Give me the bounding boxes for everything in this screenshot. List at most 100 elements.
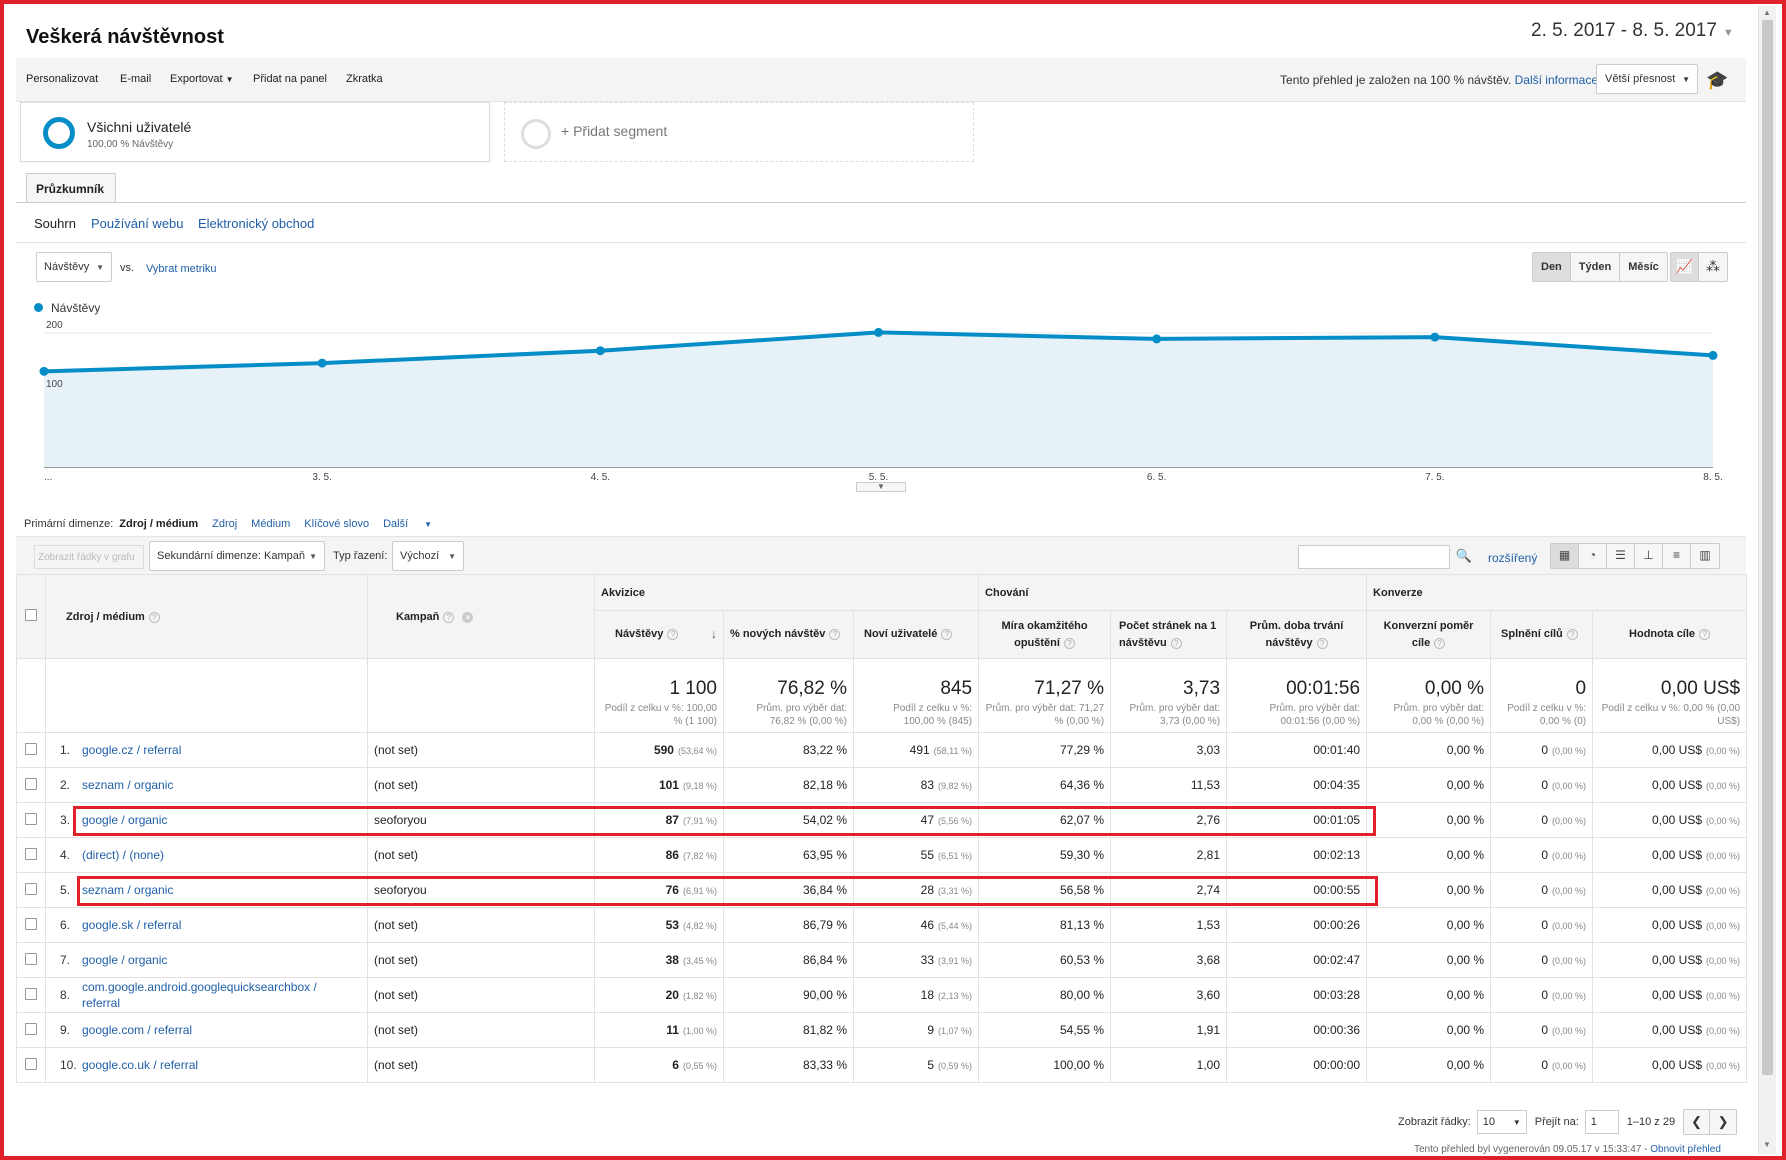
scroll-up-icon[interactable]: ▲ [1763,8,1771,17]
help-icon[interactable]: ? [443,611,455,623]
scrollbar-thumb[interactable] [1762,20,1773,1075]
source-medium-link[interactable]: seznam / organic [82,778,174,793]
data-point[interactable] [874,327,883,337]
segment-all-users[interactable]: Všichni uživatelé 100,00 % Návštěvy [20,102,490,162]
dimension-source-link[interactable]: Zdroj [212,518,238,530]
scroll-down-icon[interactable]: ▼ [1763,1140,1771,1149]
source-medium-link[interactable]: google.co.uk / referral [82,1058,199,1073]
sort-desc-icon[interactable]: ↓ [711,627,717,641]
row-checkbox[interactable] [25,812,37,825]
comparison-icon[interactable]: ⊥ [1635,544,1663,568]
source-medium-link[interactable]: com.google.android.googlequicksearchbox … [82,980,317,1010]
help-icon[interactable]: ? [1566,629,1578,640]
help-icon[interactable]: ? [1434,637,1446,649]
data-point[interactable] [39,366,49,376]
shortcut-button[interactable]: Zkratka [346,73,383,85]
help-icon[interactable]: ? [1316,637,1328,649]
row-checkbox[interactable] [25,847,37,860]
data-point[interactable] [1152,334,1162,344]
row-checkbox[interactable] [25,1057,37,1070]
performance-bars-icon[interactable]: ☰ [1607,544,1635,568]
col-avg-duration[interactable]: Prům. doba trvání návštěvy? [1226,610,1368,659]
col-conversion-rate[interactable]: Konverzní poměr cíle? [1366,610,1492,659]
period-week-button[interactable]: Týden [1571,253,1621,281]
subtab-ecommerce[interactable]: Elektronický obchod [198,216,315,231]
source-medium-link[interactable]: google / organic [82,953,168,968]
data-point[interactable] [317,358,327,368]
source-medium-link[interactable]: google.cz / referral [82,743,182,758]
dimension-medium-link[interactable]: Médium [251,518,291,530]
chart-resize-handle[interactable]: ▼ [856,482,906,492]
motion-chart-icon[interactable]: ⁂ [1706,258,1720,274]
secondary-dimension-dropdown[interactable]: Sekundární dimenze: Kampaň ▼ [149,541,325,571]
export-button[interactable]: Exportovat ▼ [170,73,234,85]
source-medium-link[interactable]: google / organic [82,813,168,828]
period-day-button[interactable]: Den [1533,253,1571,281]
goto-page-input[interactable]: 1 [1584,1110,1619,1134]
row-checkbox[interactable] [25,987,37,1000]
prev-page-icon[interactable]: ❮ [1684,1110,1711,1134]
metric-selector[interactable]: Návštěvy ▼ [36,252,112,282]
source-medium-link[interactable]: (direct) / (none) [82,848,165,863]
dimension-more-link[interactable]: Další ▼ [383,518,446,530]
help-icon[interactable]: ? [829,629,841,640]
source-medium-link[interactable]: google.com / referral [82,1023,193,1038]
add-segment-button[interactable]: + Přidat segment [504,102,974,162]
select-metric-link[interactable]: Vybrat metriku [146,263,217,275]
subtab-summary[interactable]: Souhrn [34,216,76,231]
period-month-button[interactable]: Měsíc [1628,261,1659,273]
col-campaign[interactable]: Kampaň? × [367,574,595,659]
email-button[interactable]: E-mail [120,73,152,85]
row-checkbox[interactable] [25,917,37,930]
help-icon[interactable]: ? [1170,637,1182,649]
col-new-users[interactable]: Noví uživatelé? [852,610,980,659]
help-icon[interactable]: ? [148,611,160,623]
term-cloud-icon[interactable]: ≡ [1663,544,1691,568]
col-goal-value[interactable]: Hodnota cíle? [1592,610,1748,659]
more-info-link[interactable]: Další informace [1514,73,1598,87]
search-icon[interactable]: 🔍 [1449,545,1478,569]
col-bounce-rate[interactable]: Míra okamžitého opuštění? [978,610,1112,659]
col-pages-per-session[interactable]: Počet stránek na 1 návštěvu? [1110,610,1228,659]
col-source-medium[interactable]: Zdroj / médium? [45,574,368,659]
advanced-filter-link[interactable]: rozšířený [1488,551,1538,565]
subtab-site-usage[interactable]: Používání webu [91,216,184,231]
line-chart-icon[interactable]: 📈 [1671,253,1699,281]
row-checkbox[interactable] [25,1022,37,1035]
remove-dimension-icon[interactable]: × [462,611,474,623]
table-search-input[interactable] [1298,545,1478,569]
pie-chart-icon[interactable]: ◔ [1579,544,1607,568]
col-goal-completions[interactable]: Splnění cílů? [1490,610,1594,659]
date-range-picker[interactable]: 2. 5. 2017 - 8. 5. 2017 ▼ [1531,20,1734,42]
sort-type-dropdown[interactable]: Výchozí ▼ [392,541,464,571]
add-to-dashboard-button[interactable]: Přidat na panel [253,73,327,85]
help-icon[interactable]: ? [1063,637,1075,649]
row-checkbox[interactable] [25,882,37,895]
precision-dropdown[interactable]: Větší přesnost ▼ [1596,64,1698,94]
row-checkbox[interactable] [25,777,37,790]
dimension-keyword-link[interactable]: Klíčové slovo [304,518,370,530]
data-point[interactable] [595,346,605,356]
next-page-icon[interactable]: ❯ [1710,1110,1737,1134]
pivot-table-icon[interactable]: ▥ [1699,548,1711,562]
customize-button[interactable]: Personalizovat [26,73,99,85]
row-checkbox[interactable] [25,742,37,755]
plot-rows-button[interactable]: Zobrazit řádky v grafu [34,545,144,569]
graduation-cap-icon[interactable]: 🎓 [1706,70,1729,90]
tab-explorer[interactable]: Průzkumník [26,173,116,203]
col-new-sessions[interactable]: % nových návštěv? [723,610,854,659]
help-icon[interactable]: ? [667,629,679,640]
data-point[interactable] [1430,332,1440,342]
data-table-icon[interactable]: ▦ [1551,544,1579,568]
help-icon[interactable]: ? [941,629,953,640]
vertical-scrollbar[interactable]: ▲ ▼ [1758,6,1776,1154]
source-medium-link[interactable]: google.sk / referral [82,918,182,933]
row-checkbox[interactable] [25,952,37,965]
select-all-checkbox[interactable] [25,609,37,621]
data-point[interactable] [1708,350,1718,360]
source-medium-link[interactable]: seznam / organic [82,883,174,898]
refresh-report-link[interactable]: Obnovit přehled [1650,1144,1721,1155]
rows-per-page-select[interactable]: 10 ▼ [1476,1110,1527,1134]
help-icon[interactable]: ? [1699,629,1711,640]
col-sessions[interactable]: Návštěvy? ↓ [594,610,724,659]
